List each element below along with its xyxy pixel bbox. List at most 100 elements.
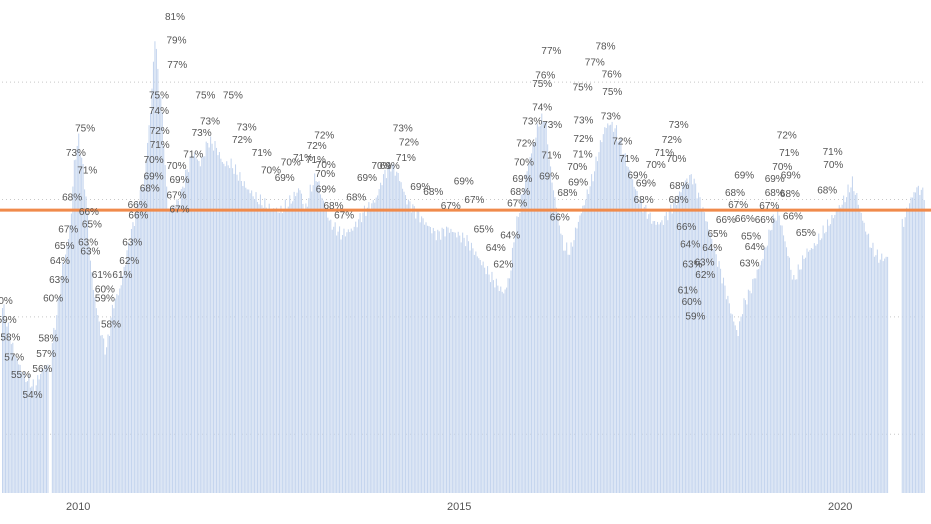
data-label: 62% bbox=[119, 256, 139, 267]
bar bbox=[746, 304, 748, 493]
bar bbox=[551, 182, 553, 494]
bar bbox=[683, 184, 685, 493]
bar bbox=[18, 364, 20, 493]
data-label: 84% bbox=[161, 0, 181, 2]
bar bbox=[519, 212, 521, 493]
data-label: 66% bbox=[755, 215, 775, 226]
bar bbox=[876, 249, 878, 493]
data-label: 71% bbox=[306, 155, 326, 166]
bar bbox=[388, 162, 390, 493]
bar bbox=[714, 247, 716, 493]
bar bbox=[734, 325, 736, 493]
bar bbox=[807, 251, 809, 493]
bar bbox=[463, 237, 465, 493]
bar bbox=[536, 123, 538, 494]
bar bbox=[53, 327, 55, 493]
bar bbox=[337, 231, 339, 493]
bar bbox=[740, 316, 742, 493]
data-label: 69% bbox=[316, 185, 336, 196]
bar bbox=[176, 199, 178, 494]
bar bbox=[841, 204, 843, 494]
bar bbox=[361, 222, 363, 493]
data-label: 64% bbox=[500, 230, 520, 241]
data-label: 72% bbox=[307, 141, 327, 152]
bar bbox=[308, 198, 310, 493]
bar bbox=[844, 202, 846, 493]
bar bbox=[177, 200, 179, 493]
bar bbox=[684, 180, 686, 493]
bar bbox=[872, 242, 874, 493]
bar bbox=[324, 207, 326, 493]
bar bbox=[558, 225, 560, 494]
bar bbox=[541, 113, 543, 493]
bar bbox=[523, 188, 525, 493]
bar bbox=[382, 174, 385, 493]
bar bbox=[825, 231, 827, 493]
bar bbox=[632, 179, 634, 493]
data-label: 70% bbox=[144, 155, 164, 166]
bar bbox=[180, 189, 182, 493]
data-label: 73% bbox=[601, 112, 621, 123]
bar bbox=[400, 182, 402, 493]
data-label: 73% bbox=[192, 128, 212, 139]
bar bbox=[805, 257, 807, 493]
data-label: 66% bbox=[79, 207, 99, 218]
data-label: 75% bbox=[602, 87, 622, 98]
bar bbox=[639, 200, 641, 494]
bar bbox=[497, 285, 499, 493]
data-label: 71% bbox=[252, 148, 272, 159]
data-label: 68% bbox=[346, 193, 366, 204]
data-label: 70% bbox=[772, 162, 792, 173]
data-label: 68% bbox=[557, 188, 577, 199]
bar bbox=[6, 326, 8, 493]
bar bbox=[904, 217, 906, 494]
data-label: 69% bbox=[781, 170, 801, 181]
data-label: 61% bbox=[112, 270, 132, 281]
bar bbox=[403, 191, 405, 493]
bar bbox=[292, 201, 294, 493]
bar bbox=[784, 241, 786, 493]
data-label: 74% bbox=[532, 102, 552, 113]
data-label: 65% bbox=[82, 220, 102, 231]
bar bbox=[325, 209, 327, 493]
bar bbox=[21, 372, 23, 493]
bar bbox=[887, 256, 889, 493]
bar bbox=[642, 212, 644, 493]
bar bbox=[753, 278, 755, 493]
data-label: 67% bbox=[507, 199, 527, 210]
bar bbox=[135, 209, 137, 493]
bar bbox=[229, 168, 231, 493]
bar bbox=[334, 222, 336, 494]
bar bbox=[561, 235, 563, 494]
bar bbox=[130, 228, 133, 494]
bar bbox=[472, 248, 474, 493]
bar bbox=[394, 175, 396, 493]
data-label: 58% bbox=[101, 320, 121, 331]
bar bbox=[759, 265, 761, 493]
bar bbox=[599, 140, 601, 493]
bar bbox=[678, 191, 681, 493]
bar bbox=[516, 216, 518, 493]
bar bbox=[787, 256, 789, 493]
bar bbox=[70, 213, 72, 493]
bar bbox=[412, 204, 414, 493]
bar bbox=[32, 379, 34, 493]
data-label: 73% bbox=[200, 116, 220, 127]
bar bbox=[725, 299, 727, 493]
bar bbox=[57, 298, 59, 493]
bar bbox=[829, 224, 831, 493]
data-label: 57% bbox=[36, 349, 56, 360]
bar bbox=[611, 121, 613, 494]
data-label: 69% bbox=[144, 172, 164, 183]
bar bbox=[873, 256, 875, 493]
bar bbox=[147, 142, 149, 494]
data-label: 66% bbox=[676, 222, 696, 233]
bar bbox=[538, 126, 540, 493]
bar bbox=[919, 194, 921, 494]
bar bbox=[469, 250, 471, 493]
bar bbox=[747, 289, 749, 493]
bar bbox=[210, 136, 212, 494]
bar bbox=[509, 278, 511, 493]
bar bbox=[528, 163, 530, 493]
bar bbox=[843, 195, 845, 493]
